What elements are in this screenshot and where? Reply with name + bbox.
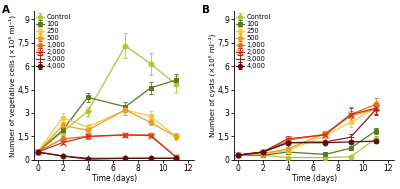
- Legend: Control, 100, 250, 500, 1,000, 2,000, 3,000, 4,000: Control, 100, 250, 500, 1,000, 2,000, 3,…: [35, 13, 72, 70]
- X-axis label: Time (days): Time (days): [292, 174, 337, 184]
- Text: A: A: [2, 5, 10, 15]
- Legend: Control, 100, 250, 500, 1,000, 2,000, 3,000, 4,000: Control, 100, 250, 500, 1,000, 2,000, 3,…: [235, 13, 272, 70]
- X-axis label: Time (days): Time (days): [92, 174, 137, 184]
- Text: B: B: [202, 5, 210, 15]
- Y-axis label: Number of vegetative cells (×10⁵ ml⁻¹): Number of vegetative cells (×10⁵ ml⁻¹): [8, 15, 16, 157]
- Y-axis label: Number of cysts (×10⁵ ml⁻¹): Number of cysts (×10⁵ ml⁻¹): [208, 34, 216, 137]
